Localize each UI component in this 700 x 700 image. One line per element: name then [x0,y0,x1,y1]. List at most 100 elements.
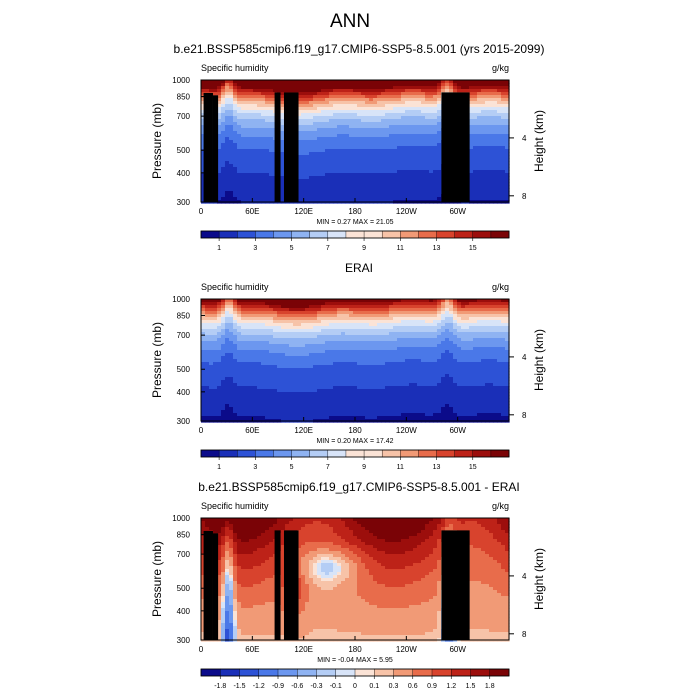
topography-mask [441,530,470,640]
colorbar-swatch [327,449,347,458]
y-tick-label: 850 [177,530,191,539]
colorbar-label: 0.6 [408,683,418,690]
field-label: Specific humidity [201,282,269,292]
colorbar-label: 3 [253,245,257,252]
colorbar-label: 9 [362,245,366,252]
x-tick-label: 60E [245,207,259,216]
panel-title: b.e21.BSSP585cmip6.f19_g17.CMIP6-SSP5-8.… [174,42,545,56]
colorbar-label: 15 [469,464,477,471]
x-tick-label: 120E [294,426,313,435]
topography-mask [212,533,219,640]
colorbar-frame [200,449,510,458]
topography-mask [283,530,299,640]
colorbar-label: 15 [469,245,477,252]
colorbar-label: 9 [362,464,366,471]
colorbar-swatch [354,668,375,677]
colorbar-swatch [255,449,274,458]
colorbar-swatch [309,449,329,458]
colorbar-swatch [454,230,474,239]
colorbar-swatch [418,449,438,458]
colorbar-swatch [472,449,492,458]
colorbar-swatch [381,230,401,239]
y-tick-label: 1000 [172,76,190,85]
y-axis-label: Pressure (mb) [150,541,164,617]
x-tick-label: 180 [348,207,362,216]
y-tick-label: 850 [177,311,191,320]
colorbar: 1 3 5 7 9 11 13 15 [200,230,510,252]
stats-label: MIN = 0.20 MAX = 17.42 [316,438,393,445]
colorbar-swatch [381,449,401,458]
x-tick-label: 120E [294,207,313,216]
stats-label: MIN = -0.04 MAX = 5.95 [317,657,393,664]
colorbar-label: 3 [253,464,257,471]
units-label: g/kg [492,63,509,73]
right-axis-label: Height (km) [532,110,546,172]
colorbar-swatch [363,230,383,239]
y-tick-label: 300 [177,417,191,426]
colorbar-label: -0.6 [291,683,303,690]
colorbar-swatch [291,449,311,458]
y-axis-label: Pressure (mb) [150,322,164,398]
colorbar-swatch [200,230,220,239]
y-tick-label: 700 [177,550,191,559]
right-axis-label: Height (km) [532,329,546,391]
x-tick-label: 0 [199,207,204,216]
x-tick-label: 60E [245,426,259,435]
colorbar-swatch [255,230,274,239]
y-tick-label: 500 [177,146,191,155]
colorbar-swatch [316,668,337,677]
topography-mask [283,92,299,202]
colorbar-label: 1 [217,245,221,252]
colorbar-swatch [490,230,510,239]
x-tick-label: 0 [199,426,204,435]
colorbar-label: 0 [353,683,357,690]
y-tick-label: 1000 [172,295,190,304]
right-axis-label: Height (km) [532,548,546,610]
colorbar-swatch [291,230,311,239]
colorbar-swatch [327,230,347,239]
right-tick-label: 4 [522,353,527,362]
colorbar-swatch [273,230,293,239]
colorbar-label: 11 [397,464,404,471]
colorbar-swatch [218,449,238,458]
colorbar-swatch [470,668,491,677]
colorbar-label: -0.9 [272,683,284,690]
colorbar-swatch [239,668,260,677]
colorbar-label: 1 [217,464,221,471]
field-label: Specific humidity [201,501,269,511]
x-tick-label: 120W [396,207,417,216]
colorbar-swatch [451,668,471,677]
colorbar-swatch [400,449,419,458]
colorbar-swatch [400,230,419,239]
colorbar-label: 1.2 [446,683,456,690]
colorbar-swatch [436,449,456,458]
colorbar-label: -1.8 [214,683,226,690]
x-tick-label: 120W [396,645,417,654]
field-label: Specific humidity [201,63,269,73]
chart-panel-1: b.e21.BSSP585cmip6.f19_g17.CMIP6-SSP5-8.… [150,42,546,252]
colorbar-swatch [237,230,256,239]
stats-label: MIN = 0.27 MAX = 21.05 [316,219,393,226]
contour-field [201,299,510,423]
y-tick-label: 300 [177,636,191,645]
colorbar-swatch [393,668,414,677]
topography-mask [212,95,219,202]
x-tick-label: 60W [449,207,466,216]
colorbar-label: 1.5 [466,683,476,690]
y-tick-label: 850 [177,92,191,101]
colorbar: -1.8 -1.5 -1.2 -0.9 -0.6 -0.3 -0.1 0 0.1 0.3 0.6 0.… [200,668,510,690]
colorbar-swatch [454,449,474,458]
colorbar-label: 5 [290,464,294,471]
x-tick-label: 180 [348,645,362,654]
units-label: g/kg [492,282,509,292]
colorbar-swatch [374,668,394,677]
topography-mask [274,92,281,202]
colorbar-swatch [220,668,240,677]
colorbar-label: 7 [326,464,330,471]
colorbar-label: -1.2 [253,683,265,690]
units-label: g/kg [492,501,509,511]
y-tick-label: 500 [177,584,191,593]
x-tick-label: 120W [396,426,417,435]
